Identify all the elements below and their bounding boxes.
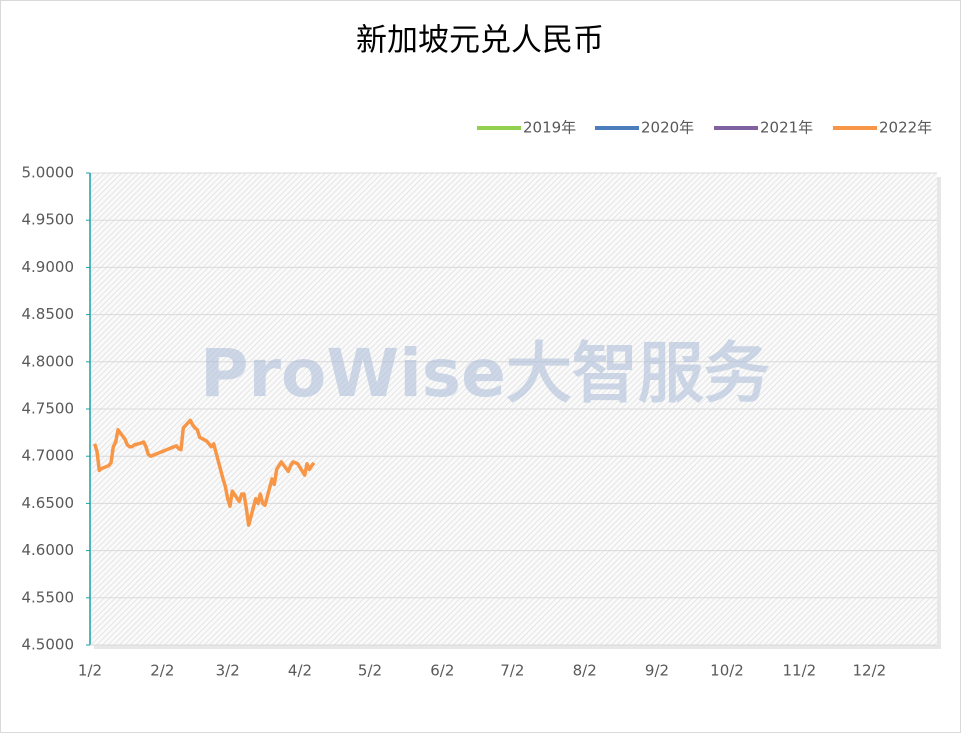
y-tick-label: 4.7000 (22, 447, 75, 465)
y-tick-label: 4.5500 (22, 588, 75, 606)
legend-label: 2022年 (879, 119, 932, 137)
x-tick-label: 6/2 (430, 662, 454, 680)
x-tick-label: 5/2 (358, 662, 382, 680)
y-tick-label: 4.6000 (22, 541, 75, 559)
legend-label: 2021年 (760, 119, 813, 137)
series-line (93, 418, 316, 527)
y-tick-label: 4.8000 (22, 352, 75, 370)
y-tick-label: 4.9000 (22, 258, 75, 276)
x-tick-label: 8/2 (573, 662, 597, 680)
legend-label: 2019年 (523, 119, 576, 137)
y-tick-label: 4.5000 (22, 636, 75, 654)
y-tick-label: 4.9500 (22, 211, 75, 229)
x-tick-label: 1/2 (78, 662, 102, 680)
y-tick-label: 4.7500 (22, 400, 75, 418)
y-tick-label: 4.6500 (22, 494, 75, 512)
y-tick-label: 5.0000 (22, 164, 75, 182)
y-tick-label: 4.8500 (22, 305, 75, 323)
x-tick-label: 9/2 (645, 662, 669, 680)
x-tick-label: 12/2 (852, 662, 886, 680)
chart-title: 新加坡元兑人民币 (356, 23, 604, 59)
legend-label: 2020年 (641, 119, 694, 137)
x-tick-label: 3/2 (216, 662, 240, 680)
x-tick-label: 4/2 (288, 662, 312, 680)
x-tick-label: 10/2 (710, 662, 744, 680)
x-tick-label: 2/2 (150, 662, 174, 680)
watermark: ProWise大智服务 (200, 335, 770, 412)
x-tick-label: 7/2 (500, 662, 524, 680)
x-tick-label: 11/2 (782, 662, 816, 680)
